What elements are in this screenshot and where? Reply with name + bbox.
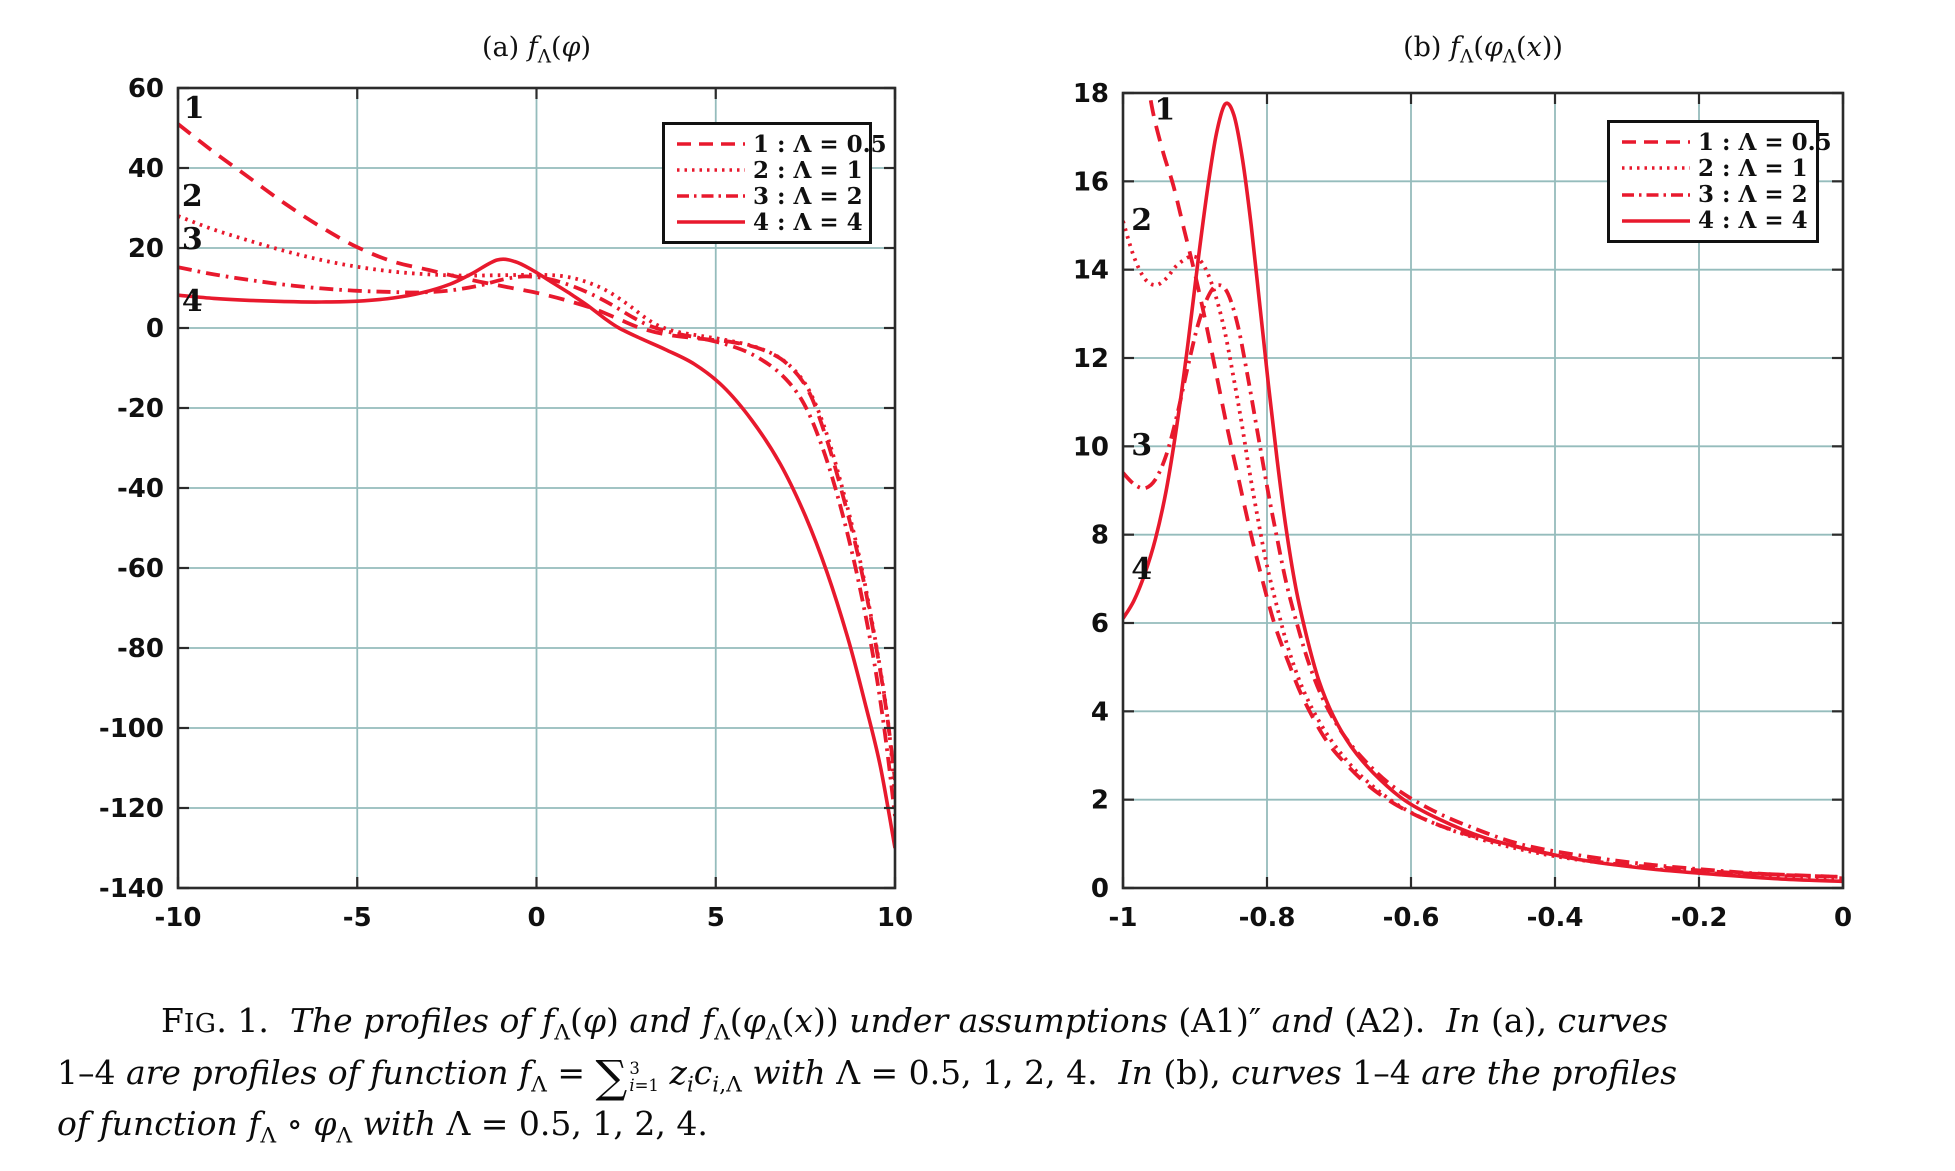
chart-a-xtick-label: -5 (343, 903, 372, 933)
legend-label: 2 : Λ = 1 (1698, 154, 1808, 182)
dotted-line-sample (677, 168, 745, 172)
chart-a-ytick-label: -100 (99, 714, 164, 744)
chart-b-ytick-label: 0 (1091, 874, 1109, 904)
chart-a-xtick-label: 10 (877, 903, 913, 933)
chart-a-curve-4 (178, 257, 895, 849)
charts-canvas: -10 -5 0 5 10-140-120-100-80-60-40-200204060… (99, 74, 1852, 933)
chart-a-ytick-label: 20 (128, 234, 164, 264)
chart-a-ytick-label: 0 (146, 314, 164, 344)
chart-a-xtick-label: -10 (155, 903, 202, 933)
legend-item: 4 : Λ = 4 (675, 209, 863, 236)
legend-item: 4 : Λ = 4 (1620, 207, 1808, 235)
chart-b-curve-2 (1123, 220, 1843, 881)
chart-b-curve-3 (1123, 283, 1843, 879)
chart-b-ytick-label: 18 (1073, 79, 1109, 109)
chart-b-ytick-label: 6 (1091, 609, 1109, 639)
solid-line-sample (1622, 219, 1690, 223)
legend-item: 3 : Λ = 2 (1620, 181, 1808, 209)
chart-a-ytick-label: -60 (117, 554, 164, 584)
chart-b-ytick-label: 8 (1091, 521, 1109, 551)
chart-a-curve-2 (178, 214, 895, 797)
dashdot-line-sample (1622, 192, 1690, 197)
chart-a-ytick-label: -80 (117, 634, 164, 664)
chart-b-xtick-label: -1 (1109, 903, 1138, 933)
legend-label: 1 : Λ = 0.5 (1698, 128, 1832, 156)
dashed-line-sample (677, 142, 745, 146)
chart-a-ytick-label: -120 (99, 794, 164, 824)
chart-b-curve-number-label: 4 (1131, 552, 1152, 587)
chart-b-xtick-label: 0 (1834, 903, 1852, 933)
chart-a-ytick-label: -40 (117, 474, 164, 504)
legend-item: 2 : Λ = 1 (675, 157, 863, 184)
chart-a-legend: 1 : Λ = 0.5 2 : Λ = 1 3 : Λ = 2 4 : Λ = … (662, 122, 887, 244)
chart-b-curve-number-label: 2 (1131, 203, 1152, 238)
chart-a-curve-number-label: 2 (182, 179, 203, 214)
dashed-line-sample (1622, 140, 1690, 144)
chart-b-title: (b) fΛ(φΛ(x)) (1403, 32, 1563, 68)
chart-b-xtick-label: -0.4 (1527, 903, 1584, 933)
chart-b-curve-number-label: 3 (1131, 428, 1152, 463)
chart-a-curve-number-label: 4 (182, 284, 203, 319)
chart-b-curve-number-label: 1 (1154, 93, 1175, 128)
chart-a-ytick-label: -140 (99, 874, 164, 904)
chart-a-ytick-label: -20 (117, 394, 164, 424)
dashdot-line-sample (677, 194, 745, 198)
chart-a-xtick-label: 5 (707, 903, 725, 933)
chart-b-xtick-label: -0.2 (1671, 903, 1728, 933)
chart-b-xtick-label: -0.6 (1383, 903, 1440, 933)
chart-a-curve-1 (178, 122, 895, 781)
chart-a-curve-number-label: 1 (184, 91, 205, 126)
chart-b-ytick-label: 2 (1091, 786, 1109, 816)
chart-a-title: (a) fΛ(φ) (481, 32, 591, 68)
legend-item: 1 : Λ = 0.5 (675, 131, 887, 158)
chart-a-curve-3 (178, 265, 895, 817)
legend-item: 3 : Λ = 2 (675, 183, 863, 210)
chart-b-ytick-label: 16 (1073, 167, 1109, 197)
legend-label: 4 : Λ = 4 (753, 208, 863, 236)
chart-b-ytick-label: 12 (1073, 344, 1109, 374)
chart-a-ytick-label: 60 (128, 74, 164, 104)
chart-a-ytick-label: 40 (128, 154, 164, 184)
dotted-line-sample (1622, 166, 1690, 171)
chart-b-ytick-label: 14 (1073, 256, 1109, 286)
figure-caption: FIG. 1. The profiles of fΛ(φ) and fΛ(φΛ(… (57, 1001, 1678, 1149)
chart-b-ytick-label: 4 (1091, 697, 1109, 727)
legend-label: 4 : Λ = 4 (1698, 207, 1808, 235)
chart-a: -10 -5 0 5 10 -140 -120 -100 -80 -60 -40 -20 0 20 40 60… (99, 74, 913, 933)
chart-b-curve-4 (1123, 101, 1843, 884)
solid-line-sample (677, 220, 745, 224)
legend-item: 2 : Λ = 1 (1620, 154, 1808, 182)
legend-label: 1 : Λ = 0.5 (753, 130, 887, 158)
chart-b-ytick-label: 10 (1073, 432, 1109, 462)
chart-b-axes-box (1121, 91, 1845, 890)
legend-label: 3 : Λ = 2 (753, 182, 863, 210)
chart-a-curve-number-label: 3 (182, 222, 203, 257)
legend-label: 2 : Λ = 1 (753, 156, 863, 184)
chart-b-xtick-label: -0.8 (1239, 903, 1296, 933)
chart-a-xtick-label: 0 (527, 903, 545, 933)
chart-b-legend: 1 : Λ = 0.5 2 : Λ = 1 3 : Λ = 2 4 : Λ = … (1607, 120, 1832, 243)
legend-item: 1 : Λ = 0.5 (1620, 129, 1832, 156)
legend-label: 3 : Λ = 2 (1698, 181, 1808, 209)
